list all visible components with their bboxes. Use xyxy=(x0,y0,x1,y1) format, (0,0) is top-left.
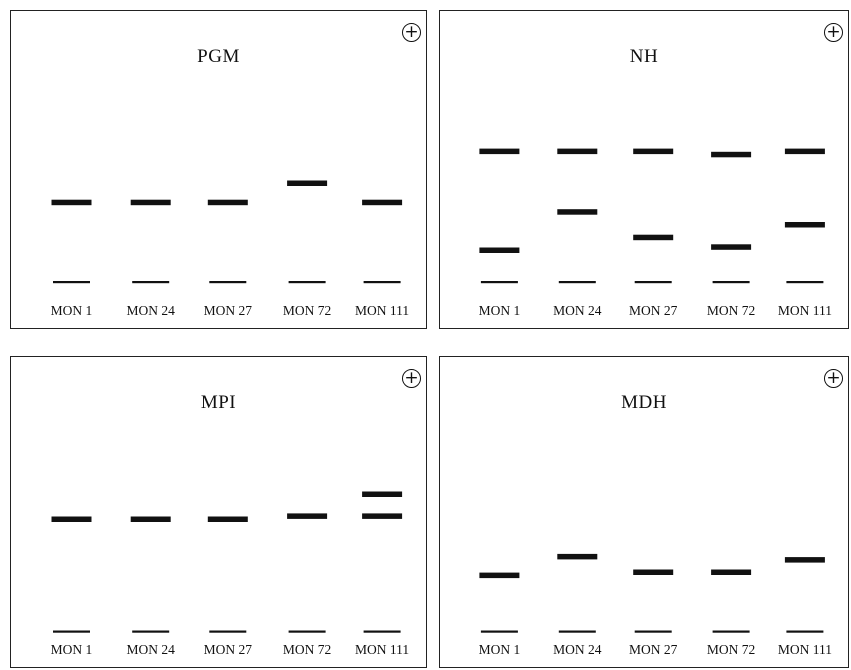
panel-title: MDH xyxy=(621,392,667,413)
enzyme-band-lane-4 xyxy=(711,244,752,250)
origin-band-lane-3 xyxy=(209,281,247,284)
anode-plus-icon: + xyxy=(402,369,421,388)
enzyme-band-lane-2 xyxy=(130,199,171,206)
lane-label: MON 111 xyxy=(355,642,410,657)
lane-label: MON 24 xyxy=(126,303,175,318)
origin-band-lane-5 xyxy=(363,281,401,284)
band-canvas xyxy=(51,180,403,284)
enzyme-band-lane-1 xyxy=(479,247,520,253)
origin-band-lane-5 xyxy=(786,281,824,284)
lane-label: MON 1 xyxy=(50,642,93,657)
enzyme-band-lane-2 xyxy=(130,516,171,522)
enzyme-band-lane-1 xyxy=(51,516,92,522)
enzyme-band-lane-4 xyxy=(287,180,328,186)
enzyme-band-lane-1 xyxy=(51,199,92,206)
origin-band-lane-3 xyxy=(634,281,672,284)
enzyme-band-lane-5 xyxy=(784,148,825,155)
origin-band-lane-4 xyxy=(712,630,750,633)
origin-band-lane-4 xyxy=(712,281,750,284)
lane-label: MON 111 xyxy=(777,303,832,318)
origin-band-lane-1 xyxy=(480,281,518,284)
panel-title: MPI xyxy=(200,392,237,413)
lane-label: MON 72 xyxy=(706,303,756,318)
lane-label: MON 1 xyxy=(478,303,521,318)
enzyme-band-lane-3 xyxy=(633,569,674,575)
origin-band-lane-5 xyxy=(786,630,824,633)
origin-band-lane-2 xyxy=(558,630,596,633)
lane-label: MON 27 xyxy=(203,303,253,318)
lane-label: MON 1 xyxy=(50,303,93,318)
anode-plus-icon: + xyxy=(824,369,843,388)
enzyme-band-lane-3 xyxy=(633,148,674,155)
origin-band-lane-2 xyxy=(132,630,170,633)
enzyme-band-lane-2 xyxy=(557,553,598,560)
enzyme-band-lane-3 xyxy=(207,516,248,522)
origin-band-lane-2 xyxy=(558,281,596,284)
lane-label: MON 111 xyxy=(355,303,410,318)
enzyme-band-lane-3 xyxy=(633,234,674,241)
lane-label: MON 27 xyxy=(628,303,678,318)
enzyme-band-lane-5 xyxy=(784,557,825,563)
lane-label: MON 24 xyxy=(553,303,602,318)
panel-title: NH xyxy=(629,46,659,67)
enzyme-band-lane-4 xyxy=(711,151,752,158)
origin-band-lane-3 xyxy=(209,630,247,633)
enzyme-band-lane-2 xyxy=(557,209,598,215)
anode-plus-icon: + xyxy=(824,23,843,42)
enzyme-band-lane-5 xyxy=(362,199,403,206)
enzyme-band-lane-2 xyxy=(557,148,598,155)
origin-band-lane-1 xyxy=(53,630,90,633)
enzyme-band-lane-5 xyxy=(362,513,403,519)
lane-label: MON 72 xyxy=(282,642,332,657)
lane-label: MON 27 xyxy=(628,642,678,657)
origin-band-lane-5 xyxy=(363,630,401,633)
lane-label: MON 1 xyxy=(478,642,521,657)
enzyme-band-lane-4 xyxy=(287,513,328,519)
origin-band-lane-3 xyxy=(634,630,672,633)
enzyme-band-lane-5 xyxy=(362,491,403,497)
gel-panel-mdh: MDH + MON 1 MON 24 MON 27 MON 72 MON 111 xyxy=(439,356,849,668)
enzyme-band-lane-5 xyxy=(784,222,825,228)
anode-plus-icon: + xyxy=(402,23,421,42)
panel-title: PGM xyxy=(197,46,240,67)
gel-panel-pgm: PGM + MON 1 MON 24 MON 27 MON 72 MON 111 xyxy=(10,10,427,329)
gel-panel-nh: NH + MON 1 MON 24 MON 27 MON 72 MON 111 xyxy=(439,10,849,329)
lane-label: MON 72 xyxy=(282,303,332,318)
enzyme-band-lane-1 xyxy=(479,148,520,155)
lane-label: MON 111 xyxy=(777,642,832,657)
origin-band-lane-4 xyxy=(288,281,326,284)
enzyme-band-lane-3 xyxy=(207,199,248,206)
lane-label: MON 72 xyxy=(706,642,756,657)
band-canvas xyxy=(51,491,403,633)
lane-label: MON 24 xyxy=(553,642,602,657)
gel-panel-mpi: MPI + MON 1 MON 24 MON 27 MON 72 MON 111 xyxy=(10,356,427,668)
origin-band-lane-4 xyxy=(288,630,326,633)
lane-label: MON 24 xyxy=(126,642,175,657)
enzyme-band-lane-1 xyxy=(479,572,520,579)
origin-band-lane-2 xyxy=(132,281,170,284)
band-canvas xyxy=(479,553,825,633)
lane-label: MON 27 xyxy=(203,642,253,657)
origin-band-lane-1 xyxy=(480,630,518,633)
band-canvas xyxy=(479,148,825,284)
origin-band-lane-1 xyxy=(53,281,90,284)
enzyme-band-lane-4 xyxy=(711,569,752,575)
